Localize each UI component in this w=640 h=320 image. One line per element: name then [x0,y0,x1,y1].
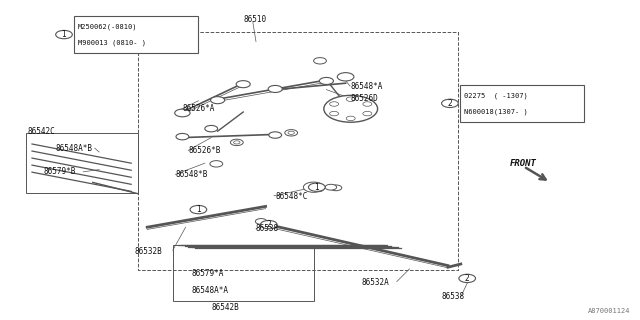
Circle shape [330,185,342,191]
Circle shape [175,109,190,117]
Circle shape [346,116,355,121]
Text: 86526D: 86526D [351,94,378,103]
Text: 86532A: 86532A [362,278,389,287]
Bar [173,245,314,301]
Text: M250062(-0810): M250062(-0810) [78,24,138,30]
Circle shape [285,130,298,136]
Text: 86542C: 86542C [28,127,55,136]
Circle shape [255,219,267,224]
Circle shape [190,205,207,214]
Circle shape [459,274,476,283]
Text: N600018(1307- ): N600018(1307- ) [464,108,528,115]
Circle shape [330,102,339,106]
Text: 2: 2 [266,220,271,229]
Circle shape [205,125,218,132]
Circle shape [176,133,189,140]
Circle shape [269,132,282,138]
Text: 86548*B: 86548*B [176,170,209,179]
Circle shape [324,95,378,122]
Text: 86538: 86538 [256,224,279,233]
Circle shape [234,141,240,144]
Circle shape [303,182,324,192]
Text: 1: 1 [196,205,201,214]
Text: 86510: 86510 [243,15,266,24]
Circle shape [268,221,276,225]
Text: 86548*A: 86548*A [351,82,383,91]
Text: 86548A*B: 86548A*B [56,144,93,153]
Circle shape [442,99,458,108]
Circle shape [288,131,294,134]
Circle shape [236,81,250,88]
Text: FRONT: FRONT [510,159,537,168]
Text: 86538: 86538 [442,292,465,301]
Circle shape [312,186,324,192]
Text: 1: 1 [314,183,319,192]
Circle shape [314,58,326,64]
Text: 86542B: 86542B [211,303,239,312]
Circle shape [346,97,355,101]
Text: 02275  ( -1307): 02275 ( -1307) [464,92,528,99]
Circle shape [330,111,339,116]
Circle shape [211,97,225,104]
Circle shape [363,102,372,106]
Text: 86579*B: 86579*B [44,167,76,176]
Circle shape [363,111,372,116]
Bar [74,16,198,53]
Circle shape [319,77,333,84]
Circle shape [325,184,337,190]
Text: 2: 2 [465,274,470,283]
Circle shape [260,220,277,229]
Text: 86526*A: 86526*A [182,104,215,113]
Circle shape [230,139,243,146]
Text: 1: 1 [61,30,67,39]
Circle shape [337,73,354,81]
Circle shape [56,30,72,39]
Text: M900013 (0810- ): M900013 (0810- ) [78,39,146,46]
Circle shape [268,85,282,92]
Circle shape [308,183,325,191]
Text: 86526*B: 86526*B [189,146,221,155]
Text: 86579*A: 86579*A [192,269,225,278]
Bar [460,85,584,122]
Text: 2: 2 [447,99,452,108]
Text: 86548A*A: 86548A*A [192,286,229,295]
Text: 86548*C: 86548*C [275,192,308,201]
Text: 86532B: 86532B [134,247,162,256]
Circle shape [210,161,223,167]
Bar [26,133,138,193]
Text: A870001124: A870001124 [588,308,630,314]
